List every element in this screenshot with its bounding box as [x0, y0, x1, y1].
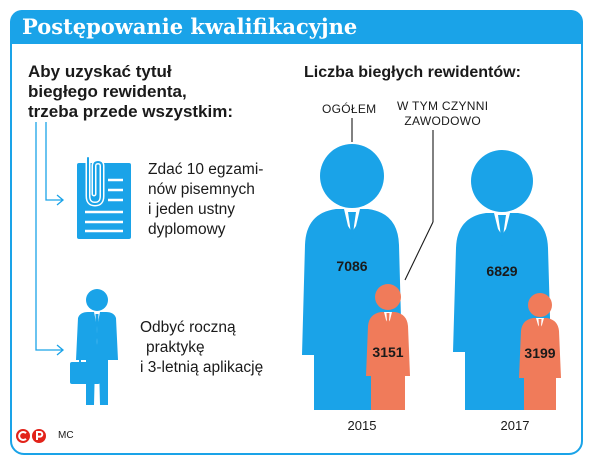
- intro-line: biegłego rewidenta,: [28, 82, 187, 101]
- year-label-2015: 2015: [348, 418, 377, 433]
- legend-active-label: W TYM CZYNNI ZAWODOWO: [397, 99, 488, 129]
- document-clip-icon: [77, 155, 131, 239]
- leader-active-diagonal: [404, 221, 434, 281]
- requirement-line: Odbyć roczną: [140, 319, 236, 336]
- intro-line: trzeba przede wszystkim:: [28, 102, 234, 121]
- connector-arrows: [35, 122, 65, 356]
- figure-active-2017: [519, 293, 561, 410]
- arrowhead-1: [56, 194, 65, 206]
- legend-total-label: OGÓŁEM: [322, 102, 377, 116]
- chart-title: Liczba biegłych rewidentów:: [304, 64, 521, 81]
- publisher-logo-icon: [16, 429, 46, 443]
- requirement-line: Zdać 10 egzami-: [148, 161, 264, 178]
- value-active-2017: 3199: [524, 345, 555, 361]
- intro-text: Aby uzyskać tytuł biegłego rewidenta, tr…: [28, 62, 233, 122]
- legend-leaders: [351, 118, 434, 281]
- businessman-briefcase-icon: [70, 289, 118, 405]
- requirement-line: i jeden ustny: [148, 201, 236, 218]
- requirement-line: nów pisemnych: [148, 181, 255, 198]
- requirement-line: praktykę: [146, 339, 205, 356]
- author-initials: MC: [58, 430, 74, 441]
- arrow-line-inner: [45, 122, 62, 201]
- intro-line: Aby uzyskać tytuł: [28, 62, 172, 81]
- legend-active-line: W TYM CZYNNI: [397, 99, 489, 113]
- year-label-2017: 2017: [501, 418, 530, 433]
- figure-active-2015: [366, 284, 410, 410]
- value-active-2015: 3151: [372, 344, 403, 360]
- value-total-2017: 6829: [486, 263, 517, 279]
- requirement-exams: Zdać 10 egzami- nów pisemnych i jeden us…: [148, 160, 263, 240]
- value-total-2015: 7086: [336, 258, 367, 274]
- page-title: Postępowanie kwalifikacyjne: [22, 14, 358, 39]
- requirement-line: i 3-letnią aplikację: [140, 359, 264, 376]
- requirement-line: dyplomowy: [148, 221, 226, 238]
- arrow-line-outer: [35, 122, 62, 351]
- legend-active-line: ZAWODOWO: [404, 114, 481, 128]
- title-bar: [10, 10, 583, 44]
- arrowhead-2: [56, 344, 65, 356]
- requirement-practice: Odbyć roczną praktykę i 3-letnią aplikac…: [140, 318, 263, 378]
